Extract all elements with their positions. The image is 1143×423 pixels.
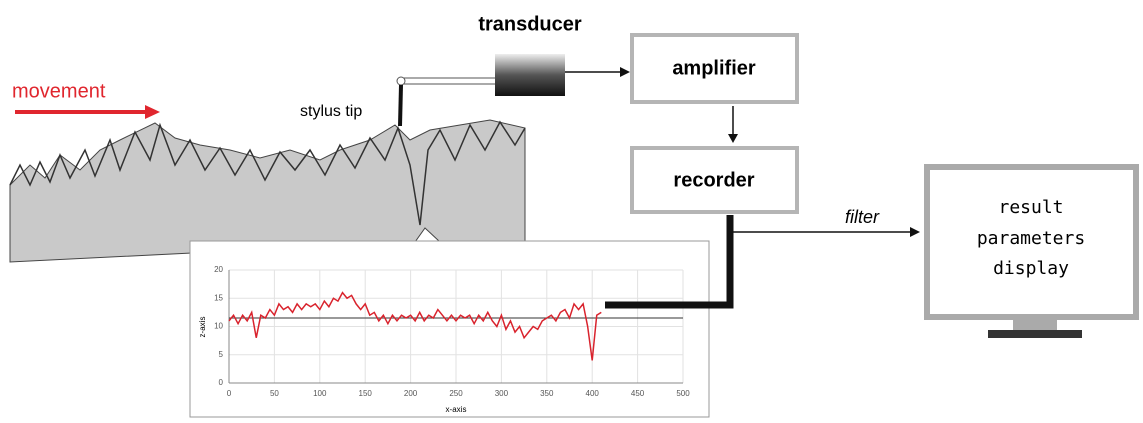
recorder-connection <box>605 215 734 309</box>
y-tick-label: 15 <box>214 293 223 302</box>
y-tick-label: 10 <box>214 322 223 331</box>
recorder-box <box>630 146 799 214</box>
display-text: display <box>993 258 1069 279</box>
stylus-label: stylus tip <box>300 103 362 120</box>
transducer-label: transducer <box>478 13 582 35</box>
x-tick-label: 150 <box>359 389 373 398</box>
amplifier-label: amplifier <box>672 57 756 79</box>
display-text: parameters <box>977 228 1085 249</box>
x-tick-label: 200 <box>404 389 418 398</box>
x-tick-label: 350 <box>540 389 554 398</box>
y-axis-label: z-axis <box>198 317 207 338</box>
y-tick-label: 5 <box>219 350 224 359</box>
x-tick-label: 400 <box>586 389 600 398</box>
transducer <box>495 54 565 96</box>
recorder-label: recorder <box>673 169 754 191</box>
x-tick-label: 250 <box>449 389 463 398</box>
filter-label: filter <box>845 207 880 227</box>
x-tick-label: 500 <box>676 389 690 398</box>
monitor-stand <box>1013 320 1057 332</box>
x-tick-label: 100 <box>313 389 327 398</box>
movement-label: movement <box>12 80 106 102</box>
x-tick-label: 50 <box>270 389 279 398</box>
arrowhead <box>728 134 738 143</box>
arrowhead <box>620 67 630 77</box>
display-text: result <box>998 197 1063 218</box>
movement-arrowhead <box>145 105 160 119</box>
amplifier-box <box>630 33 799 104</box>
x-tick-label: 300 <box>495 389 509 398</box>
x-tick-label: 0 <box>227 389 232 398</box>
monitor-base <box>988 330 1082 338</box>
arrowhead <box>910 227 920 237</box>
y-tick-label: 20 <box>214 265 223 274</box>
monitor <box>924 164 1139 320</box>
stylus-pivot <box>396 76 406 86</box>
stylus-arm <box>399 77 501 85</box>
y-tick-label: 0 <box>219 378 224 387</box>
data-line <box>228 291 602 361</box>
stylus <box>398 84 403 127</box>
x-axis-label: x-axis <box>446 405 467 414</box>
x-tick-label: 450 <box>631 389 645 398</box>
